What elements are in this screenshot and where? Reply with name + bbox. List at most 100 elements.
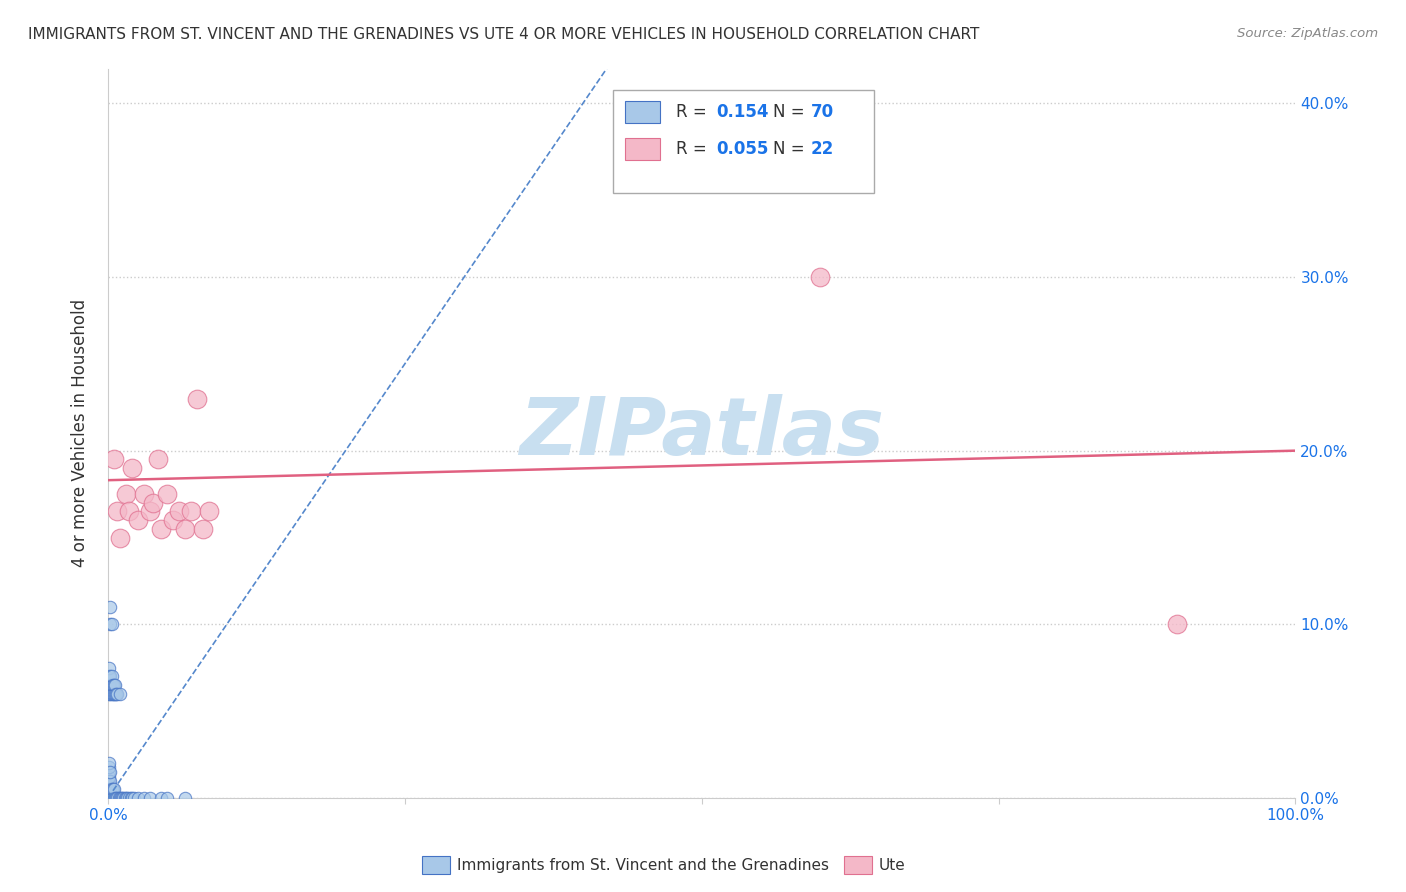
Point [174,522,197,536]
Text: R =: R = [676,140,711,158]
Point [146,452,169,467]
Point [101,782,124,797]
Point [98,780,121,795]
Point [127,791,149,805]
Text: Immigrants from St. Vincent and the Grenadines: Immigrants from St. Vincent and the Gren… [457,858,830,872]
Point [103,791,125,805]
Point [98,782,121,797]
Point [186,392,208,406]
Point [156,487,179,501]
Point [98,764,121,779]
Point [98,678,121,692]
Point [98,764,121,779]
Point [150,522,173,536]
Point [107,791,129,805]
Point [156,791,179,805]
Point [103,782,125,797]
Point [103,452,125,467]
Text: ZIPatlas: ZIPatlas [519,394,884,472]
Point [98,782,121,797]
Point [98,791,121,805]
Text: 22: 22 [811,140,834,158]
Point [121,791,143,805]
Point [122,791,145,805]
Point [132,791,155,805]
Point [150,791,173,805]
Point [98,786,121,800]
Point [98,788,121,802]
Point [100,687,122,701]
Point [115,791,138,805]
Point [98,777,121,791]
Point [191,522,214,536]
Point [100,791,122,805]
Point [98,687,121,701]
Point [118,504,141,518]
Point [101,687,124,701]
Point [98,661,121,675]
Point [100,617,122,632]
Point [111,791,134,805]
Point [103,687,125,701]
Point [98,784,121,798]
Point [198,504,221,518]
Text: Ute: Ute [879,858,905,872]
Point [162,513,184,527]
Point [138,791,160,805]
Point [120,791,142,805]
Point [104,687,127,701]
FancyBboxPatch shape [624,138,661,160]
Point [107,687,129,701]
Text: Source: ZipAtlas.com: Source: ZipAtlas.com [1237,27,1378,40]
Point [101,678,124,692]
Point [142,496,165,510]
Point [100,788,122,802]
Point [110,791,132,805]
Point [98,599,121,614]
Point [98,770,121,784]
Point [98,669,121,683]
Point [167,504,190,518]
Text: R =: R = [676,103,711,121]
Point [98,760,121,774]
Point [98,779,121,793]
Point [114,487,136,501]
Point [174,791,197,805]
Point [98,669,121,683]
Point [98,791,121,805]
Point [98,789,121,804]
Point [98,687,121,701]
Text: N =: N = [773,103,810,121]
FancyBboxPatch shape [624,102,661,123]
Point [98,789,121,804]
Point [118,791,141,805]
Point [810,269,832,284]
Point [114,791,136,805]
Point [98,788,121,802]
Point [100,669,122,683]
Point [108,791,131,805]
Text: 0.055: 0.055 [716,140,768,158]
Point [105,687,128,701]
Point [107,504,129,518]
Point [107,791,129,805]
FancyBboxPatch shape [613,90,875,193]
Point [104,791,127,805]
Point [98,617,121,632]
Text: IMMIGRANTS FROM ST. VINCENT AND THE GRENADINES VS UTE 4 OR MORE VEHICLES IN HOUS: IMMIGRANTS FROM ST. VINCENT AND THE GREN… [28,27,980,42]
Point [103,678,125,692]
Point [114,791,136,805]
Point [105,791,128,805]
Point [108,531,131,545]
Point [108,687,131,701]
Point [112,791,135,805]
Text: N =: N = [773,140,810,158]
Y-axis label: 4 or more Vehicles in Household: 4 or more Vehicles in Household [72,299,89,567]
Point [104,678,127,692]
Point [100,678,122,692]
Point [132,487,155,501]
Point [98,756,121,771]
Text: 70: 70 [811,103,834,121]
Point [98,678,121,692]
Point [101,791,124,805]
